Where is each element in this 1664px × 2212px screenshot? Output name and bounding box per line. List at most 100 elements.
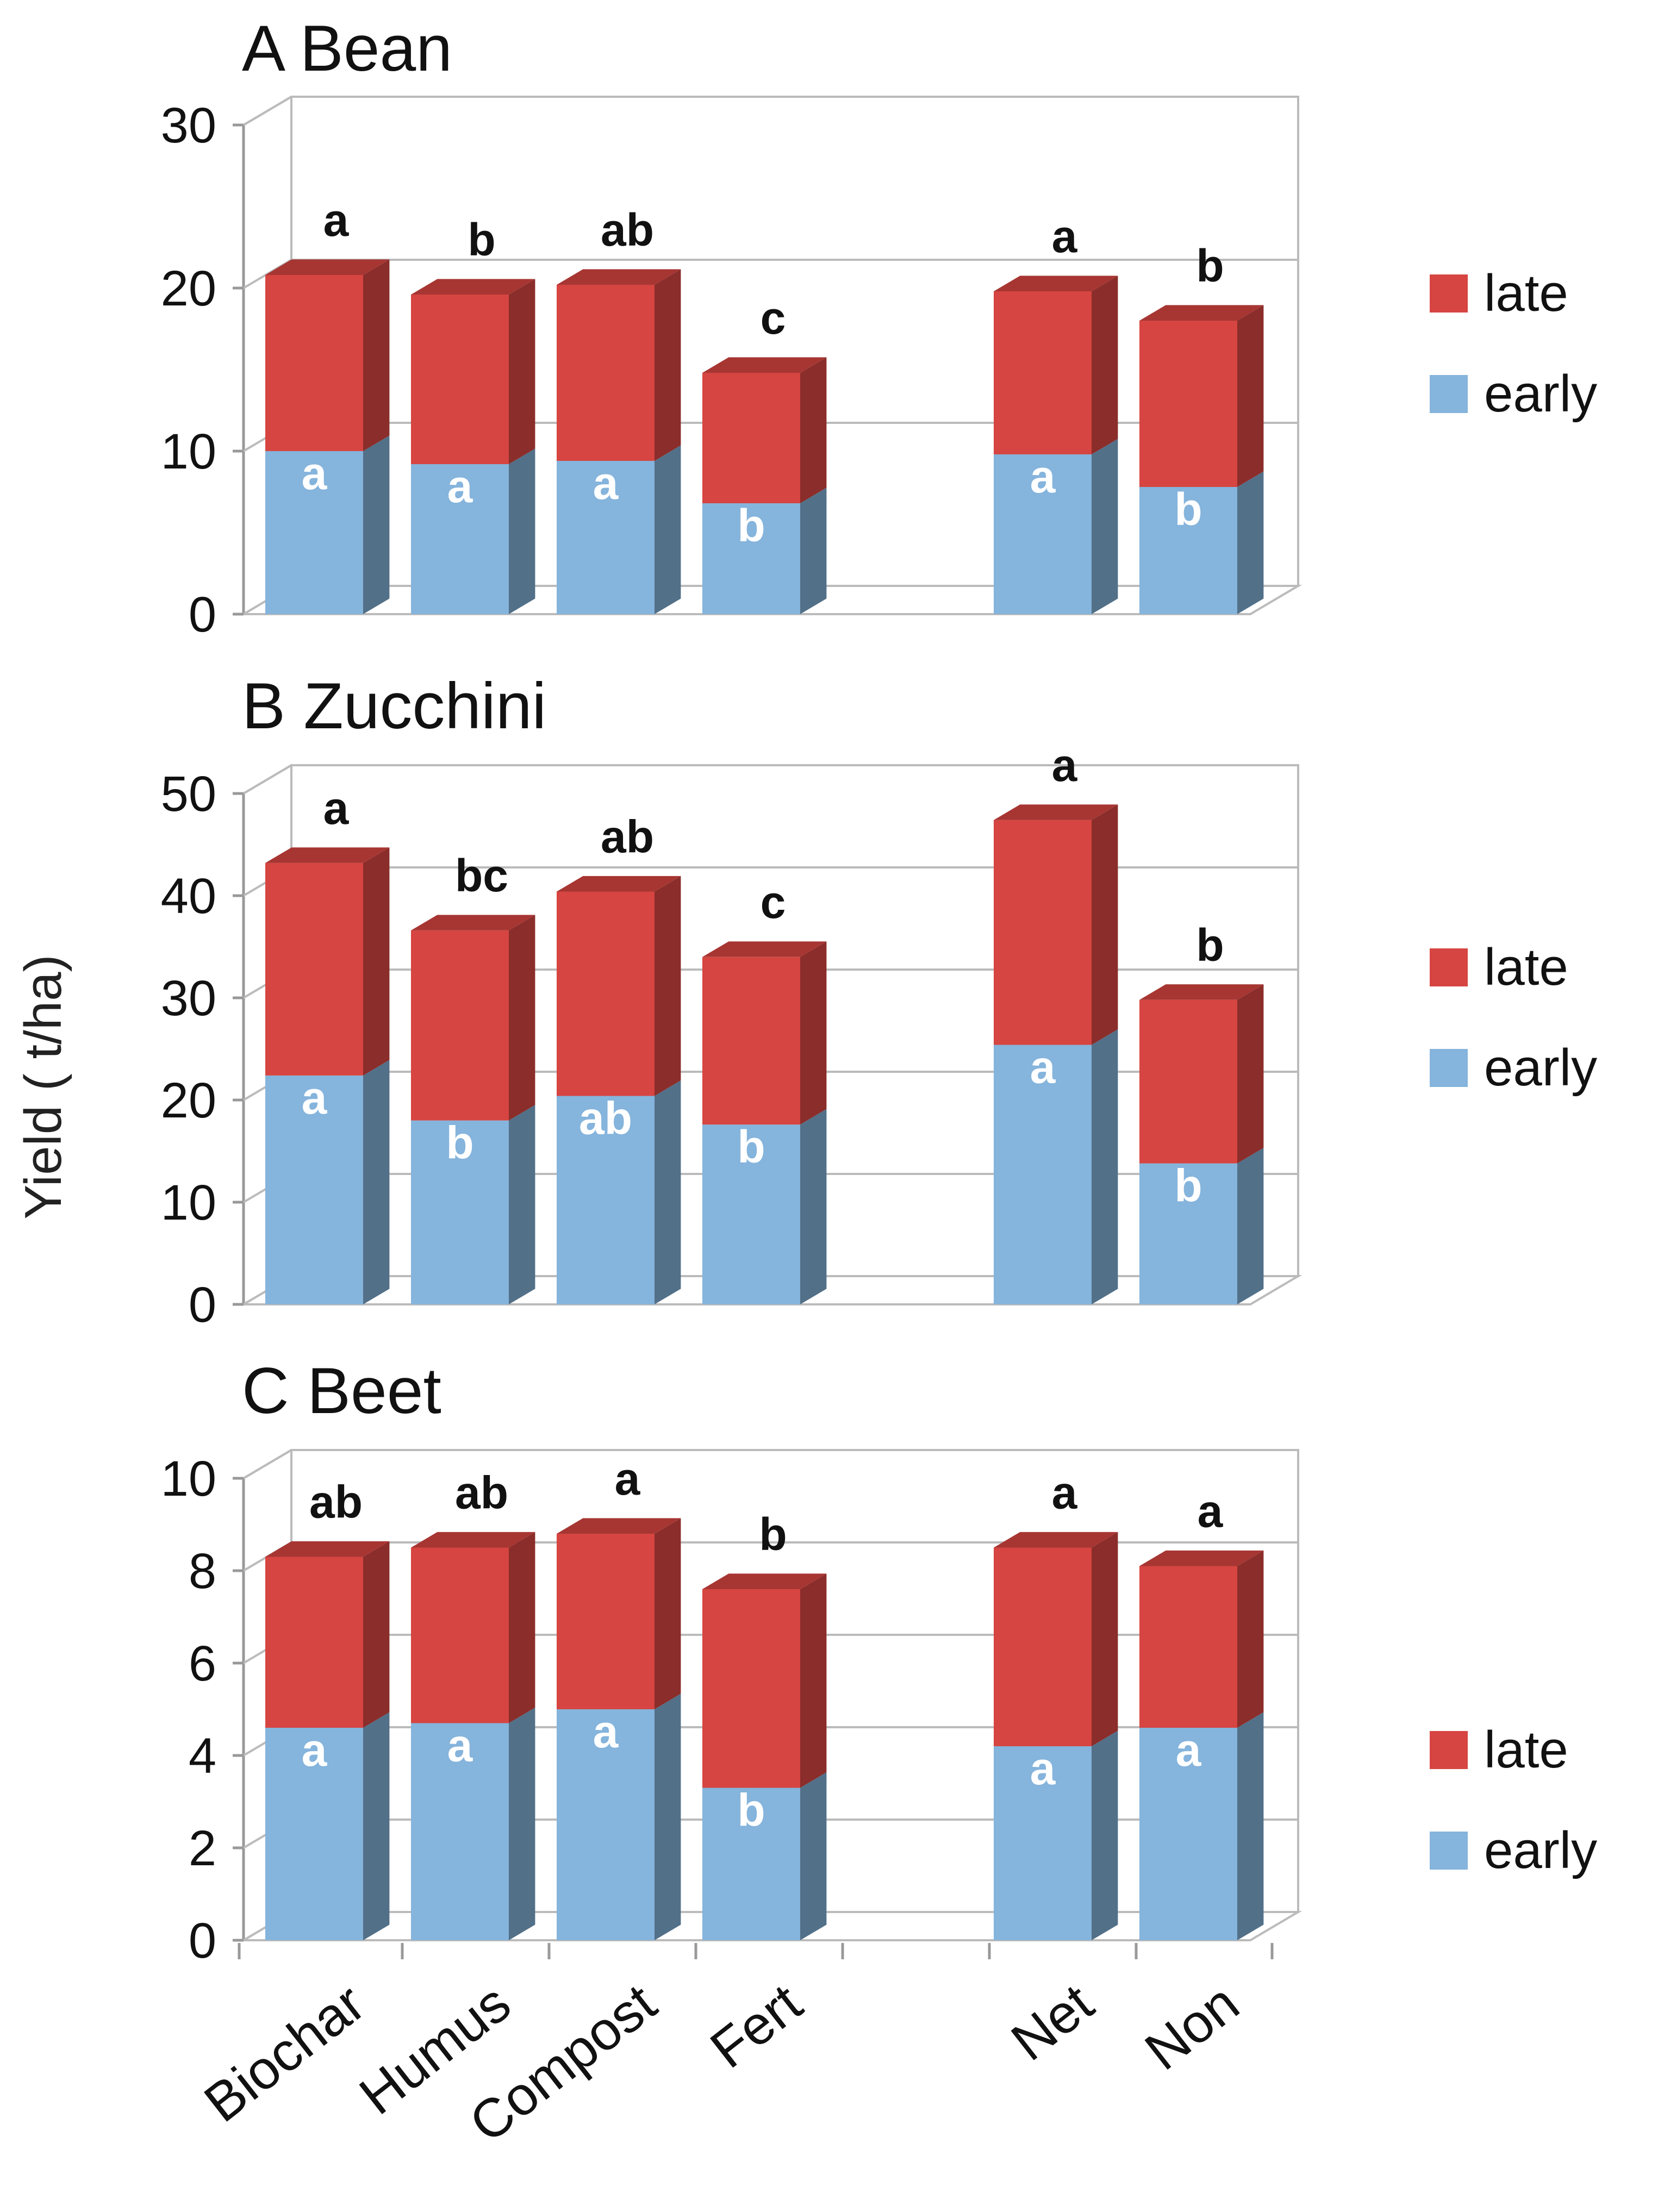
late-significance-label: ab (455, 1467, 508, 1519)
bar-early-front (265, 1075, 363, 1304)
legend-label-early: early (1484, 365, 1597, 423)
bar-early-side (363, 1060, 390, 1304)
early-significance-label: b (1174, 484, 1202, 535)
bar-early-side (800, 1109, 827, 1304)
bar-late-front (557, 1534, 655, 1709)
x-category-label: Fert (699, 1972, 813, 2080)
legend-label-late: late (1484, 938, 1568, 996)
bar-early-front (557, 461, 655, 614)
bar-late-front (265, 275, 363, 451)
late-significance-label: c (761, 292, 786, 343)
bar-late-top (1139, 984, 1264, 1000)
bar-early-side (1237, 1147, 1264, 1304)
gridline-side (242, 764, 292, 795)
bar-early-side (655, 1694, 681, 1940)
bar-late-side (363, 259, 390, 451)
y-tick-label: 6 (189, 1636, 216, 1691)
bar-early-side (655, 1080, 681, 1304)
early-significance-label: a (593, 458, 619, 509)
legend-label-late: late (1484, 1721, 1568, 1779)
bar-late-side (1092, 804, 1118, 1045)
y-tick-label: 8 (189, 1544, 216, 1599)
bar-early-front (994, 454, 1092, 614)
chart-title: A Bean (242, 12, 452, 85)
bar-late-side (800, 1573, 827, 1788)
bar-early-front (411, 1723, 509, 1940)
x-category-label: Net (1000, 1972, 1105, 2072)
bar-early-side (800, 488, 827, 614)
bar-late-side (1092, 1532, 1118, 1746)
early-significance-label: a (1176, 1724, 1202, 1776)
bar-late-front (411, 1547, 509, 1723)
bar-late-front (702, 1589, 800, 1788)
early-significance-label: a (447, 461, 473, 512)
x-category-label: Non (1134, 1972, 1250, 2082)
gridline-side (242, 96, 292, 126)
early-significance-label: b (737, 1785, 765, 1836)
bar-early-side (655, 445, 681, 614)
bar-late-side (1237, 1550, 1264, 1728)
bar-late-front (411, 295, 509, 464)
bar-early-front (411, 464, 509, 614)
bar-late-front (1139, 1566, 1237, 1728)
bar-late-top (1139, 1550, 1264, 1566)
y-tick-label: 40 (161, 868, 216, 924)
bar-early-side (363, 435, 390, 614)
y-tick-label: 10 (161, 424, 216, 479)
late-significance-label: bc (455, 850, 508, 901)
bar-late-front (557, 891, 655, 1096)
late-significance-label: a (1052, 211, 1078, 262)
y-tick-label: 4 (189, 1728, 216, 1784)
y-tick-label: 30 (161, 98, 216, 153)
bar-late-front (702, 957, 800, 1125)
bar-late-front (411, 930, 509, 1121)
bar-late-top (702, 1573, 827, 1589)
bar-early-side (363, 1712, 390, 1940)
bar-late-side (655, 269, 681, 461)
x-category-label: Biochar (193, 1972, 376, 2134)
early-significance-label: a (593, 1706, 619, 1757)
bar-late-front (1139, 999, 1237, 1164)
early-significance-label: a (302, 448, 328, 499)
bar-early-side (1237, 1712, 1264, 1940)
bar-late-front (994, 1547, 1092, 1746)
early-significance-label: ab (579, 1092, 632, 1144)
bar-late-top (265, 1541, 390, 1557)
early-significance-label: a (302, 1072, 328, 1123)
bar-late-front (265, 863, 363, 1076)
bar-late-side (800, 941, 827, 1125)
early-significance-label: a (1030, 451, 1056, 502)
y-tick-label: 2 (189, 1821, 216, 1876)
legend-label-early: early (1484, 1039, 1597, 1097)
bar-late-side (363, 1541, 390, 1728)
early-significance-label: a (1030, 1041, 1056, 1092)
bar-early-front (702, 503, 800, 614)
bar-late-side (800, 357, 827, 503)
y-tick-label: 20 (161, 261, 216, 316)
bar-late-top (1139, 305, 1264, 321)
early-significance-label: b (1174, 1160, 1202, 1211)
late-significance-label: a (615, 1453, 641, 1504)
bar-early-front (994, 1746, 1092, 1940)
bar-early-front (1139, 487, 1237, 614)
legend-label-late: late (1484, 264, 1568, 322)
bar-late-side (363, 847, 390, 1076)
legend-label-early: early (1484, 1821, 1597, 1879)
y-tick-label: 10 (161, 1451, 216, 1507)
early-significance-label: b (446, 1117, 473, 1169)
bar-late-top (265, 259, 390, 275)
bar-late-top (557, 876, 681, 892)
bar-early-side (509, 1105, 535, 1304)
bar-late-top (557, 1518, 681, 1534)
early-significance-label: a (1030, 1743, 1056, 1794)
bar-early-front (557, 1096, 655, 1304)
y-tick-label: 0 (189, 587, 216, 642)
late-significance-label: b (1196, 920, 1224, 971)
bar-early-front (702, 1124, 800, 1304)
